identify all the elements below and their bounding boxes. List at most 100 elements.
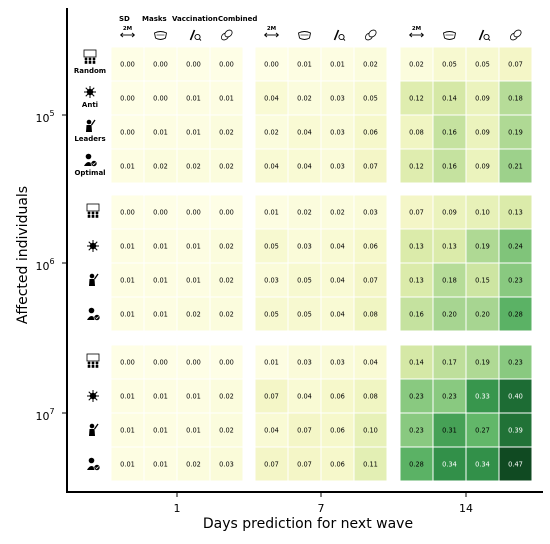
cell-value-label: 0.40 <box>508 393 523 401</box>
pill-b <box>224 29 233 38</box>
cell-value-label: 0.00 <box>153 359 168 367</box>
y-tick-label: 105 <box>35 109 54 125</box>
optimal-head <box>88 457 95 464</box>
cell-value-label: 0.00 <box>120 359 135 367</box>
cell-value-label: 0.33 <box>475 393 490 401</box>
leader-icon <box>89 423 99 436</box>
heatmap-cell <box>399 296 434 332</box>
heatmap-cell <box>143 80 178 116</box>
cell-value-label: 0.39 <box>508 427 523 435</box>
cell-value-label: 0.01 <box>153 393 168 401</box>
cell-value-label: 0.23 <box>442 393 457 401</box>
cell-value-label: 0.03 <box>363 209 378 217</box>
header-masks: Masks <box>142 15 167 23</box>
heatmap-cell <box>110 46 145 82</box>
header-sd: SD <box>119 15 130 23</box>
cell-value-label: 0.04 <box>264 95 279 103</box>
social-distance-icon: 2M <box>120 26 135 38</box>
cell-value-label: 0.14 <box>409 359 424 367</box>
social-distance-icon: 2M <box>409 26 424 38</box>
crowd-person-body <box>91 364 95 368</box>
cell-value-label: 0.01 <box>120 461 135 469</box>
cell-value-label: 0.18 <box>508 95 523 103</box>
cell-value-label: 0.07 <box>409 209 424 217</box>
heatmap-cell <box>209 344 244 380</box>
heatmap-cell <box>143 344 178 380</box>
axes-layer: Days prediction for next wave Affected i… <box>15 8 543 532</box>
cell-value-label: 0.13 <box>409 277 424 285</box>
leader-head <box>89 423 95 429</box>
heatmap-cell <box>465 194 500 230</box>
sd-icon-label: 2M <box>267 26 276 32</box>
crowd-person-body <box>87 364 91 368</box>
heatmap-cell <box>143 262 178 298</box>
heatmap-cell <box>399 262 434 298</box>
heatmap-cell <box>176 344 211 380</box>
cell-value-label: 0.15 <box>475 277 490 285</box>
cell-value-label: 0.16 <box>442 163 457 171</box>
y-tick-exponent: 6 <box>49 257 54 266</box>
cell-value-label: 0.06 <box>363 129 378 137</box>
crowd-person-head <box>88 57 92 61</box>
heatmap-cell <box>498 80 533 116</box>
optimal-head <box>85 153 92 160</box>
cell-value-label: 0.07 <box>363 277 378 285</box>
cell-value-label: 0.10 <box>363 427 378 435</box>
heatmap-cell <box>498 378 533 414</box>
heatmap-cell <box>320 344 355 380</box>
leader-head <box>86 119 92 125</box>
heatmap-cell <box>143 148 178 184</box>
heatmap-cell <box>320 114 355 150</box>
virus-spike <box>85 93 89 97</box>
virus-spike <box>88 247 92 251</box>
crowd-person-head <box>84 57 88 61</box>
social-distance-icon: 2M <box>264 26 279 38</box>
heatmap-cell <box>209 80 244 116</box>
cell-value-label: 0.02 <box>219 311 234 319</box>
virus-core <box>89 242 97 250</box>
cell-value-label: 0.04 <box>297 163 312 171</box>
heatmap-cell <box>287 412 322 448</box>
cell-value-label: 0.10 <box>475 209 490 217</box>
cell-value-label: 0.06 <box>330 393 345 401</box>
cell-value-label: 0.31 <box>442 427 457 435</box>
cell-value-label: 0.34 <box>475 461 490 469</box>
cell-value-label: 0.05 <box>297 311 312 319</box>
heatmap-cell <box>498 46 533 82</box>
virus-spike <box>88 391 92 395</box>
virus-spike <box>94 241 98 245</box>
cell-value-label: 0.23 <box>409 427 424 435</box>
magnifier-glass <box>483 33 490 41</box>
check-mark <box>95 466 99 470</box>
heatmap-cell <box>498 228 533 264</box>
cell-value-label: 0.12 <box>409 95 424 103</box>
heatmap-cell <box>287 262 322 298</box>
mask-shape <box>153 31 168 40</box>
cell-value-label: 0.02 <box>297 209 312 217</box>
cell-value-label: 0.01 <box>153 311 168 319</box>
combined-pills-icon <box>220 29 233 41</box>
crowd-person-body <box>88 60 92 64</box>
cell-value-label: 0.03 <box>219 461 234 469</box>
heatmap-cell <box>399 412 434 448</box>
cell-value-label: 0.07 <box>297 461 312 469</box>
cell-value-label: 0.03 <box>330 95 345 103</box>
cell-value-label: 0.04 <box>330 243 345 251</box>
cell-value-label: 0.07 <box>363 163 378 171</box>
check-mark <box>92 162 96 166</box>
crowd-person-body <box>95 364 99 368</box>
cell-value-label: 0.03 <box>297 243 312 251</box>
virus-spike <box>85 87 89 91</box>
cell-value-label: 0.28 <box>508 311 523 319</box>
heatmap-cell <box>110 296 145 332</box>
header-vaccination: Vaccination <box>172 15 218 23</box>
heatmap-cell <box>110 412 145 448</box>
sd-icon-label: 2M <box>412 26 421 32</box>
cell-value-label: 0.05 <box>475 61 490 69</box>
cell-value-label: 0.19 <box>508 129 523 137</box>
cell-value-label: 0.04 <box>363 359 378 367</box>
header-combined: Combined <box>218 15 257 23</box>
check-badge <box>93 314 101 321</box>
heatmap-cell <box>176 114 211 150</box>
